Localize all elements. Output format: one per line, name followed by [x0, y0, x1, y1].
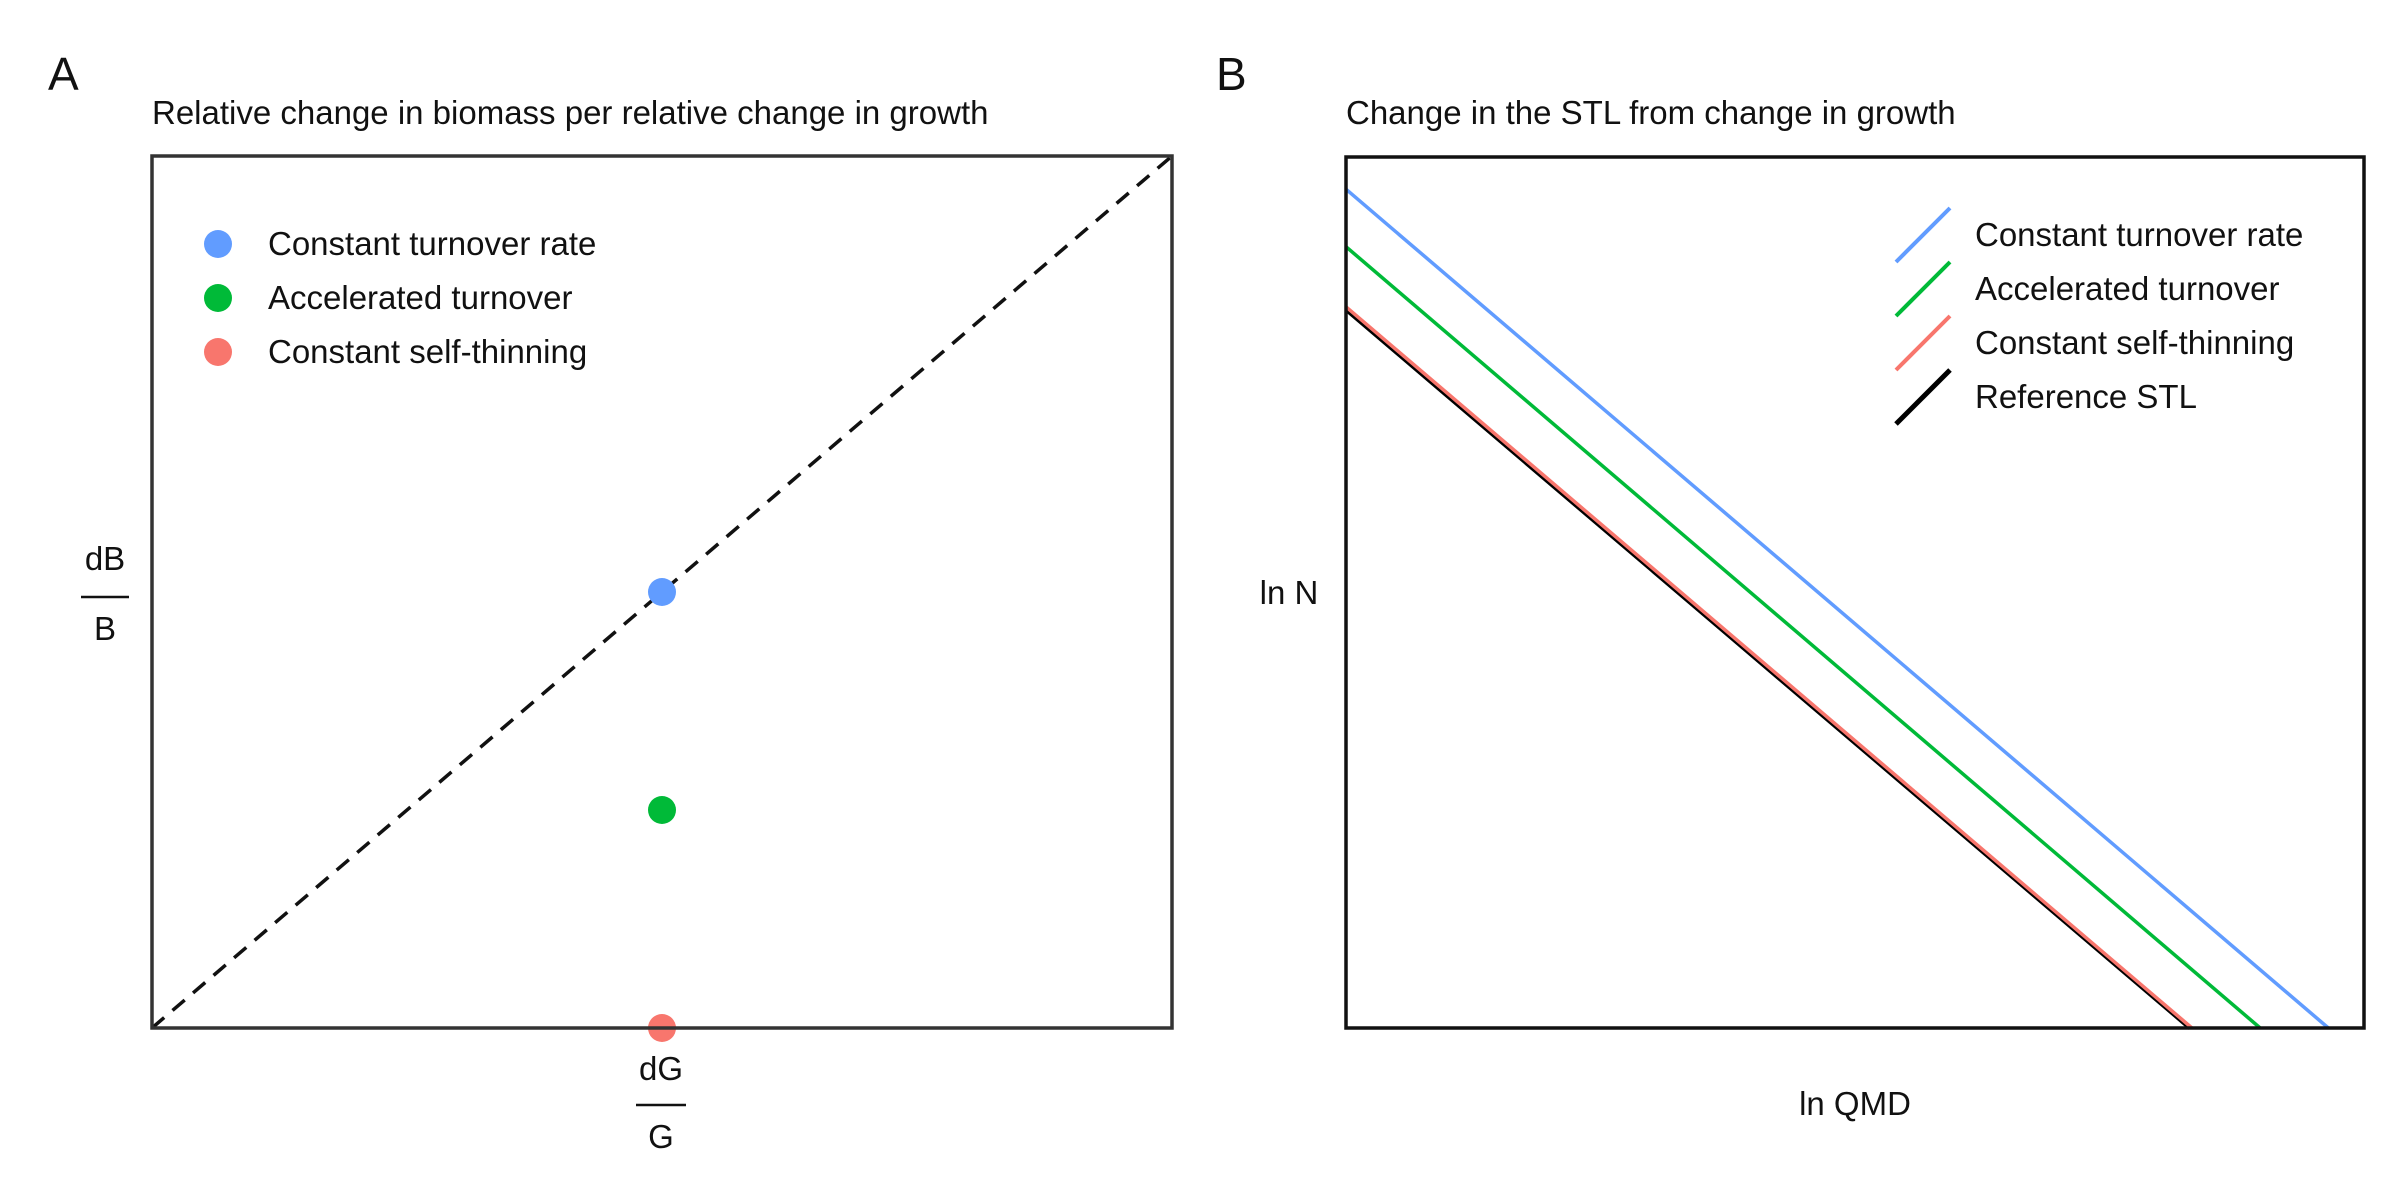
panel-b-legend-key-constant-turnover-rate	[1894, 206, 1952, 264]
panel-b-legend: Constant turnover rate Accelerated turnov…	[1894, 206, 2303, 426]
panel-b-line-accelerated-turnover	[1344, 245, 2262, 1030]
panel-b-line-constant-turnover-rate	[1344, 187, 2330, 1030]
panel-b-line-constant-self-thinning	[1344, 305, 2194, 1030]
panel-a-legend-key-constant-self-thinning	[204, 338, 232, 366]
panel-a-xlabel-numerator: dG	[639, 1050, 683, 1087]
panel-b: B Change in the STL from change in growt…	[1216, 48, 2366, 1122]
panel-a-ylabel-denominator: B	[94, 610, 116, 647]
panel-b-legend-key-accelerated-turnover	[1894, 260, 1952, 318]
panel-b-title: Change in the STL from change in growth	[1346, 94, 1956, 131]
panel-b-legend-label-constant-self-thinning: Constant self-thinning	[1975, 324, 2294, 361]
panel-a-point-constant-turnover-rate	[648, 578, 676, 606]
panel-b-legend-label-reference-stl: Reference STL	[1975, 378, 2197, 415]
panel-a-legend-key-accelerated-turnover	[204, 284, 232, 312]
panel-a-title: Relative change in biomass per relative …	[152, 94, 988, 131]
panel-a-legend-key-constant-turnover-rate	[204, 230, 232, 258]
panel-a-legend: Constant turnover rate Accelerated turnov…	[204, 225, 596, 370]
panel-b-xlabel: ln QMD	[1799, 1085, 1911, 1122]
panel-a-reference-line	[150, 154, 1174, 1030]
panel-a-xlabel-denominator: G	[648, 1118, 674, 1155]
panel-b-legend-key-constant-self-thinning	[1894, 314, 1952, 372]
panel-a-ylabel-numerator: dB	[85, 540, 125, 577]
panel-b-ylabel: ln N	[1260, 574, 1319, 611]
panel-b-frame	[1344, 155, 2366, 1030]
panel-b-legend-label-constant-turnover-rate: Constant turnover rate	[1975, 216, 2303, 253]
panel-b-plot-area	[1344, 187, 2330, 1030]
panel-a-point-accelerated-turnover	[648, 796, 676, 824]
panel-b-label: B	[1216, 48, 1247, 100]
panel-a-label: A	[48, 48, 79, 100]
panel-a-legend-label-constant-self-thinning: Constant self-thinning	[268, 333, 587, 370]
panel-a-frame	[150, 154, 1174, 1030]
panel-a-legend-label-accelerated-turnover: Accelerated turnover	[268, 279, 573, 316]
panel-b-legend-label-accelerated-turnover: Accelerated turnover	[1975, 270, 2280, 307]
panel-b-legend-key-reference-stl	[1894, 368, 1952, 426]
panel-a: A Relative change in biomass per relativ…	[48, 48, 1174, 1155]
panel-a-legend-label-constant-turnover-rate: Constant turnover rate	[268, 225, 596, 262]
